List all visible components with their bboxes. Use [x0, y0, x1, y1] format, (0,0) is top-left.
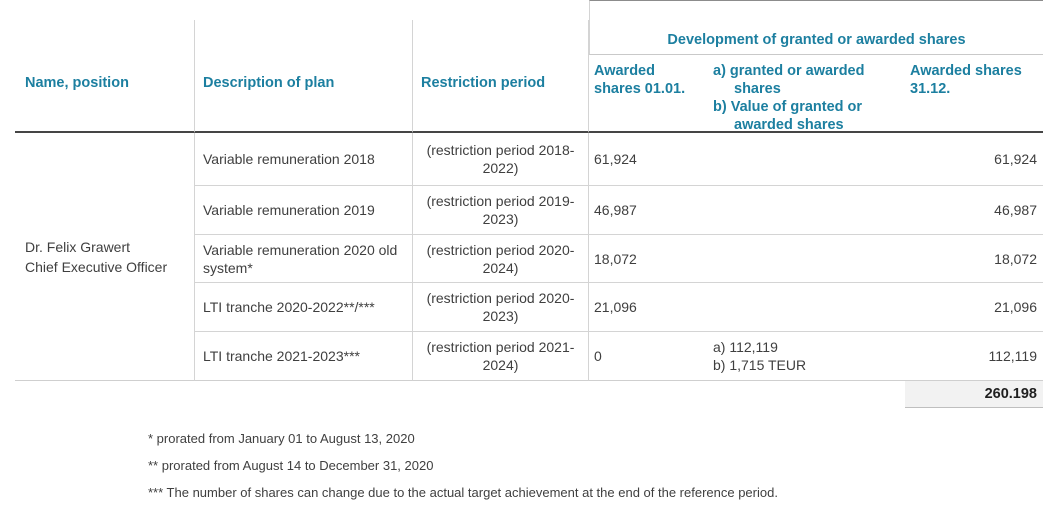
total-value: 260.198 [984, 386, 1037, 402]
column-header-granted-or-awarded: a) granted or awarded shares b) Value of… [710, 55, 905, 133]
table-row-granted [710, 133, 905, 186]
group-header-development-of-shares: Development of granted or awarded shares [589, 0, 1043, 55]
plan-value: Variable remuneration 2020 old system* [203, 241, 398, 276]
table-row-awarded-start: 18,072 [589, 235, 710, 283]
column-header-awarded-shares-3112: Awarded shares 31.12. [905, 55, 1043, 133]
footnotes: * prorated from January 01 to August 13,… [148, 432, 778, 513]
share-development-table: Development of granted or awarded shares… [15, 0, 1043, 408]
footnote-prorated-aug-dec: ** prorated from August 14 to December 3… [148, 458, 434, 473]
table-row-restriction: (restriction period 2021-2024) [413, 332, 589, 381]
table-row-plan: LTI tranche 2020-2022**/*** [195, 283, 413, 332]
restriction-value: (restriction period 2020-2024) [426, 241, 575, 276]
total-awarded-shares-cell: 260.198 [905, 381, 1043, 408]
table-row-awarded-end: 112,119 [905, 332, 1043, 381]
table-row-restriction: (restriction period 2020-2023) [413, 283, 589, 332]
table-row-awarded-start: 61,924 [589, 133, 710, 186]
table-row-awarded-end: 18,072 [905, 235, 1043, 283]
table-row-awarded-start: 46,987 [589, 186, 710, 235]
person-name: Dr. Felix Grawert [25, 238, 131, 255]
group-header-label: Development of granted or awarded shares [667, 31, 966, 48]
column-header-description-of-plan: Description of plan [195, 20, 413, 133]
footnote-prorated-jan-aug: * prorated from January 01 to August 13,… [148, 431, 415, 446]
column-header-label: Awarded shares 01.01. [594, 63, 686, 97]
awarded-start-value: 18,072 [594, 250, 637, 267]
table-row-awarded-end: 21,096 [905, 283, 1043, 332]
table-row-plan: LTI tranche 2021-2023*** [195, 332, 413, 381]
plan-value: LTI tranche 2020-2022**/*** [203, 299, 375, 315]
awarded-start-value: 61,924 [594, 151, 637, 167]
awarded-end-value: 18,072 [994, 250, 1037, 267]
column-header-label: Name, position [25, 75, 129, 91]
plan-value: LTI tranche 2021-2023*** [203, 348, 360, 364]
awarded-end-value: 112,119 [988, 348, 1037, 364]
plan-value: Variable remuneration 2018 [203, 151, 375, 167]
table-row-restriction: (restriction period 2018-2022) [413, 133, 589, 186]
awarded-start-value: 46,987 [594, 202, 637, 218]
table-row-awarded-start: 21,096 [589, 283, 710, 332]
column-header-line-a: a) granted or awarded shares [713, 63, 865, 97]
restriction-value: (restriction period 2020-2023) [426, 290, 575, 324]
column-header-label: Restriction period [421, 75, 546, 91]
table-row-granted [710, 283, 905, 332]
awarded-end-value: 21,096 [994, 299, 1037, 315]
table-row-granted: a) 112,119 b) 1,715 TEUR [710, 332, 905, 381]
restriction-value: (restriction period 2018-2022) [426, 142, 575, 176]
table-row-granted [710, 235, 905, 283]
column-header-name-position: Name, position [15, 20, 195, 133]
footnote-target-achievement: *** The number of shares can change due … [148, 485, 778, 500]
granted-value-teur: b) 1,715 TEUR [713, 357, 807, 373]
table-row-plan: Variable remuneration 2020 old system* [195, 235, 413, 283]
column-header-label: Awarded shares 31.12. [910, 63, 1022, 97]
person-name-cell: Dr. Felix Grawert Chief Executive Office… [15, 133, 195, 381]
plan-value: Variable remuneration 2019 [203, 202, 375, 218]
table-row-restriction: (restriction period 2020-2024) [413, 235, 589, 283]
restriction-value: (restriction period 2019-2023) [426, 193, 575, 227]
column-header-restriction-period: Restriction period [413, 20, 589, 133]
table-row-awarded-end: 46,987 [905, 186, 1043, 235]
awarded-start-value: 0 [594, 348, 602, 364]
restriction-value: (restriction period 2021-2024) [426, 339, 575, 373]
table-row-awarded-start: 0 [589, 332, 710, 381]
awarded-end-value: 61,924 [994, 151, 1037, 167]
table-row-granted [710, 186, 905, 235]
table-row-plan: Variable remuneration 2019 [195, 186, 413, 235]
table-row-plan: Variable remuneration 2018 [195, 133, 413, 186]
table-row-awarded-end: 61,924 [905, 133, 1043, 186]
person-position: Chief Executive Officer [25, 258, 168, 275]
column-header-awarded-shares-0101: Awarded shares 01.01. [589, 55, 710, 133]
column-header-label: Description of plan [203, 75, 335, 91]
awarded-end-value: 46,987 [994, 202, 1037, 218]
table-row-restriction: (restriction period 2019-2023) [413, 186, 589, 235]
column-header-line-b: b) Value of granted or awarded shares [713, 99, 863, 133]
awarded-start-value: 21,096 [594, 299, 637, 315]
granted-shares-value: a) 112,119 [713, 339, 778, 355]
